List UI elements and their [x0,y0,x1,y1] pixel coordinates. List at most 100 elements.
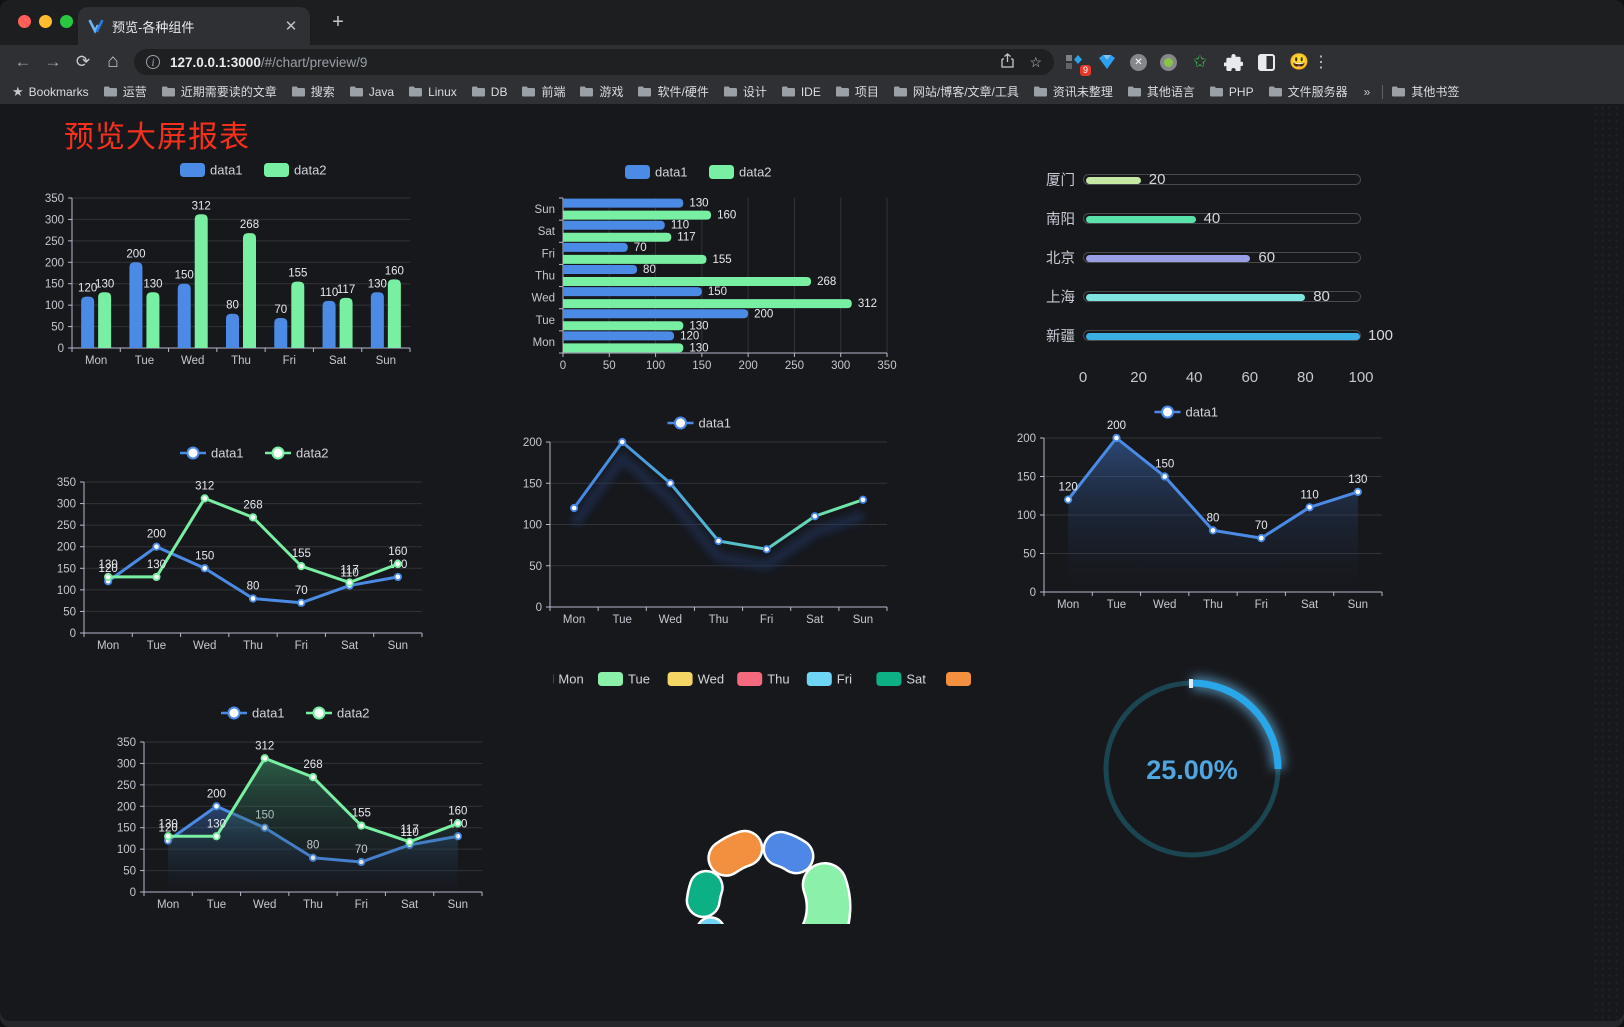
svg-text:100: 100 [646,360,665,372]
bar-grouped-canvas[interactable]: 0 50 100 150 200 250 300 350 Mon Tue Wed Thu Fri Sat S… [40,156,470,374]
bookmark-folder[interactable]: 其他语言 [1127,83,1195,100]
blocker-extension-icon[interactable]: ✕ [1130,53,1147,71]
window-bottom-edge [0,1021,1624,1027]
bookmark-folder[interactable]: Linux [408,83,457,100]
legend-item-Sun[interactable]: Sun [946,672,999,687]
progress-row-厦门: 厦门 20 [990,160,1420,199]
window-controls [18,15,73,28]
browser-tab[interactable]: 预览-各种组件 ✕ [78,7,310,45]
other-bookmarks-folder[interactable]: 其他书签 [1391,83,1459,100]
legend-item-data1[interactable]: data1 [667,416,732,431]
legend-item-Fri[interactable]: Fri [806,672,852,687]
svg-text:80: 80 [1207,512,1220,524]
legend-item-data2[interactable]: data2 [306,706,370,721]
area-two-series-canvas[interactable]: 0 50 100 150 200 250 300 350 Mon Tue Wed Thu Fri Sat S… [98,702,496,918]
svg-text:200: 200 [739,360,758,372]
dark-mode-extension-icon[interactable] [1256,52,1276,72]
bookmark-folder[interactable]: 近期需要读的文章 [161,83,277,100]
grouped-bar-chart[interactable]: 0 50 100 150 200 250 300 350 Mon Tue Wed Thu Fri Sat S… [40,156,470,379]
bookmark-folder[interactable]: DB [471,83,507,100]
svg-text:155: 155 [292,548,311,560]
svg-text:100: 100 [117,844,136,856]
legend-item-Mon[interactable]: Mon [528,672,584,687]
legend-item-data1[interactable]: data1 [625,165,688,180]
svg-text:160: 160 [385,265,404,277]
legend-item-data2[interactable]: data2 [264,163,327,178]
percentage-gauge-chart[interactable]: 25.00% [1090,665,1300,880]
bookmark-star-icon[interactable]: ☆ [1029,53,1042,70]
svg-text:130: 130 [95,278,114,290]
home-button[interactable]: ⌂ [107,51,119,72]
bookmark-folder[interactable]: 设计 [723,83,767,100]
bookmark-folder[interactable]: 资讯未整理 [1033,83,1113,100]
legend-item-Thu[interactable]: Thu [737,672,790,687]
emoji-extension-icon[interactable]: 😃 [1289,54,1309,71]
pie-slice-Sun [709,832,761,875]
legend-item-data1[interactable]: data1 [1154,405,1219,420]
bookmark-folder[interactable]: PHP [1209,83,1254,100]
bar-horizontal-canvas[interactable]: 0 50 100 150 200 250 300 350 Sun Sat Fri Thu Wed Tue M… [500,156,900,376]
bookmark-folder[interactable]: 前端 [521,83,565,100]
bookmarks-apps[interactable]: ★ Bookmarks [12,84,89,100]
svg-text:Sat: Sat [401,899,419,911]
legend-item-data1[interactable]: data1 [180,163,243,178]
svg-text:50: 50 [529,561,542,573]
legend-item-Wed[interactable]: Wed [667,672,725,687]
bookmark-folder[interactable]: 网站/博客/文章/工具 [893,83,1019,100]
share-icon[interactable] [1000,52,1015,72]
bookmark-folder[interactable]: 游戏 [579,83,623,100]
bookmark-folder[interactable]: 搜索 [291,83,335,100]
bookmark-folder[interactable]: IDE [781,83,821,100]
line-two-series-canvas[interactable]: 0 50 100 150 200 250 300 350 Mon Tue Wed Thu Fri Sat S… [44,440,468,655]
bookmark-folder[interactable]: 文件服务器 [1268,83,1348,100]
back-button[interactable]: ← [14,52,32,71]
horizontal-bar-chart[interactable]: 0 50 100 150 200 250 300 350 Sun Sat Fri Thu Wed Tue M… [500,156,900,381]
address-bar[interactable]: i 127.0.0.1:3000/#/chart/preview/9 ☆ [134,49,1054,75]
recorder-extension-icon[interactable] [1160,53,1177,71]
pie-canvas[interactable]: Mon Tue Wed Thu Fri Sat Sun [528,664,999,990]
bookmark-folder[interactable]: Java [349,83,394,100]
svg-text:150: 150 [195,550,214,562]
minimize-window-button[interactable] [39,15,52,28]
bookmark-folder[interactable]: 软件/硬件 [637,83,709,100]
legend-item-data2[interactable]: data2 [709,165,772,180]
two-series-area-chart[interactable]: 0 50 100 150 200 250 300 350 Mon Tue Wed Thu Fri Sat S… [98,702,496,923]
bookmark-folder[interactable]: 运营 [103,83,147,100]
legend-item-data1[interactable]: data1 [180,446,244,461]
svg-text:Tue: Tue [628,672,650,687]
svg-text:120: 120 [1059,482,1078,494]
legend-item-data2[interactable]: data2 [265,446,329,461]
zoom-window-button[interactable] [60,15,73,28]
extensions-puzzle-icon[interactable] [1223,52,1243,72]
extension-grid-icon[interactable]: 9 [1064,52,1091,76]
area-single-canvas[interactable]: 0 50 100 150 200 Mon Tue Wed Thu Fri Sat Sun 120 200 1… [986,388,1390,612]
svg-text:Wed: Wed [193,640,216,652]
star-extension-icon[interactable]: ✩ [1192,52,1208,71]
legend-item-Tue[interactable]: Tue [598,672,650,687]
two-series-line-chart[interactable]: 0 50 100 150 200 250 300 350 Mon Tue Wed Thu Fri Sat S… [44,440,468,660]
pie-slice-Sat [688,872,722,916]
reload-button[interactable]: ⟳ [75,52,91,71]
site-info-icon[interactable]: i [146,55,160,69]
progress-bar-chart[interactable]: 厦门 20 南阳 40 北京 60 上海 80 新疆 100 0 20 40 60 80 100 [990,160,1420,389]
bookmark-folder[interactable]: 项目 [835,83,879,100]
folder-icon [723,86,737,97]
gradient-line-chart[interactable]: 0 50 100 150 200 Mon Tue Wed Thu Fri Sat Sun data1 [502,404,900,637]
close-window-button[interactable] [18,15,31,28]
forward-button[interactable]: → [44,52,62,71]
donut-pie-chart[interactable]: Mon Tue Wed Thu Fri Sat Sun [528,664,999,990]
svg-text:Mon: Mon [1057,599,1079,611]
single-area-chart[interactable]: 0 50 100 150 200 Mon Tue Wed Thu Fri Sat Sun 120 200 1… [986,388,1390,617]
legend-item-Sat[interactable]: Sat [876,672,926,687]
bookmarks-overflow-chevron[interactable]: » [1363,84,1371,99]
tab-close-icon[interactable]: ✕ [284,18,298,35]
new-tab-button[interactable]: + [332,11,344,33]
chrome-menu-icon[interactable]: ⋮ [1313,54,1329,71]
gauge-canvas[interactable]: 25.00% [1090,665,1300,875]
svg-text:80: 80 [247,580,260,592]
legend-item-data1[interactable]: data1 [221,706,285,721]
vue-devtools-icon[interactable] [1097,52,1117,72]
svg-text:250: 250 [57,520,76,532]
pie-slice-Tue [802,864,849,954]
line-gradient-canvas[interactable]: 0 50 100 150 200 Mon Tue Wed Thu Fri Sat Sun data1 [502,404,900,632]
